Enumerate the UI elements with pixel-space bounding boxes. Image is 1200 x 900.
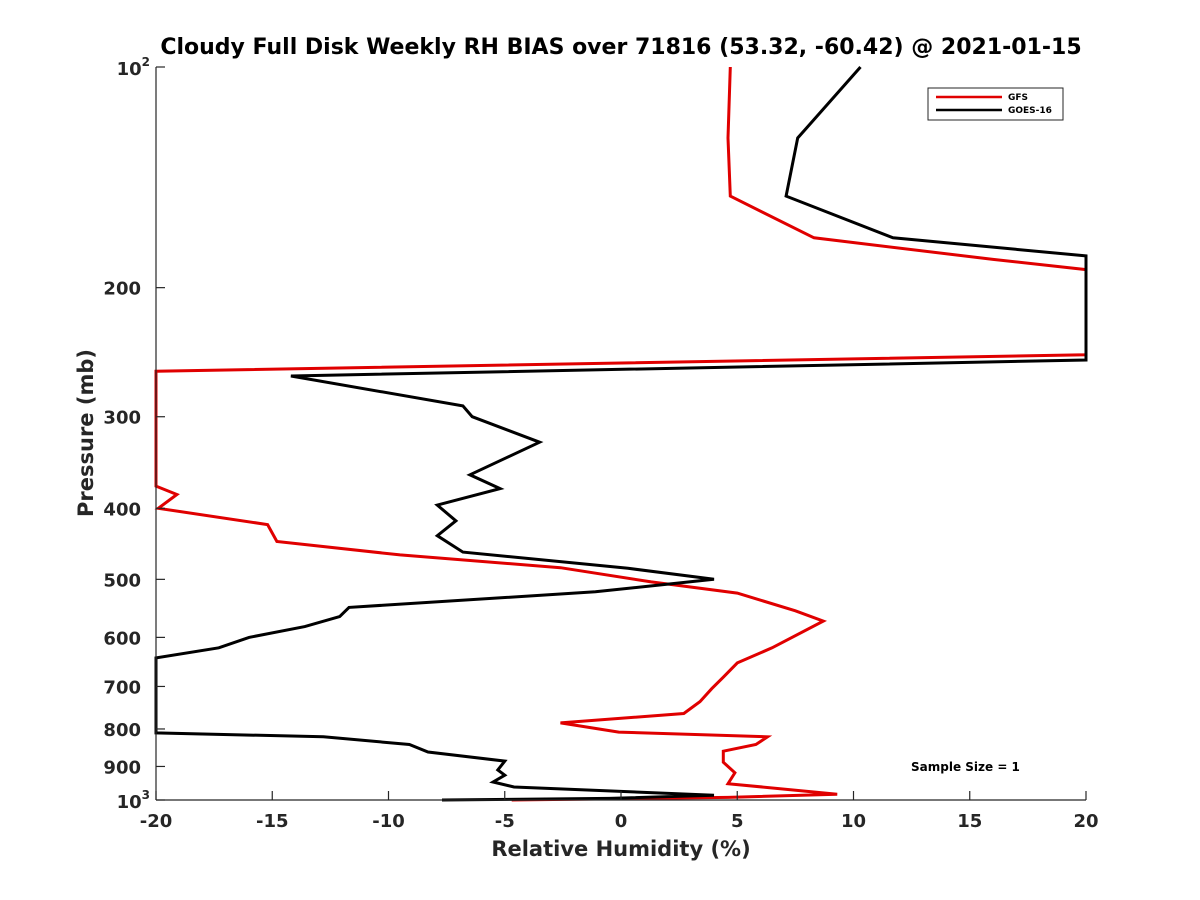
y-tick-label: 200 — [103, 279, 141, 300]
x-tick-label: 0 — [615, 811, 628, 832]
legend-box — [927, 87, 1064, 121]
x-ticks: -20 -15 -10 -5 0 5 10 15 20 — [140, 791, 1099, 832]
y-axis-label: Pressure (mb) — [74, 349, 98, 517]
plot-area — [156, 67, 1086, 800]
x-tick-label: -10 — [372, 811, 405, 832]
y-tick-label: 300 — [103, 408, 141, 429]
sample-size-annotation: Sample Size = 1 — [911, 760, 1020, 774]
y-tick-label: 700 — [103, 677, 141, 698]
x-tick-label: -20 — [140, 811, 173, 832]
x-tick-label: 5 — [731, 811, 744, 832]
legend: GFS GOES-16 — [927, 87, 1064, 121]
y-tick-label: 400 — [103, 499, 141, 520]
y-tick-label: 600 — [103, 628, 141, 649]
x-tick-label: 15 — [957, 811, 982, 832]
x-tick-label: -5 — [495, 811, 515, 832]
x-tick-label: 20 — [1073, 811, 1098, 832]
x-tick-label: 10 — [841, 811, 866, 832]
y-ticks: 102 200 300 400 500 600 700 800 900 103 — [103, 55, 165, 813]
x-axis-label: Relative Humidity (%) — [491, 837, 750, 861]
y-tick-label: 900 — [103, 757, 141, 778]
x-tick-label: -15 — [256, 811, 289, 832]
series-line-goes-16 — [154, 66, 1088, 802]
y-tick-label: 800 — [103, 720, 141, 741]
legend-label-goes16: GOES-16 — [1008, 106, 1052, 116]
y-tick-label: 500 — [103, 570, 141, 591]
y-tick-label: 103 — [117, 788, 150, 813]
legend-label-gfs: GFS — [1008, 93, 1028, 103]
y-tick-label: 102 — [117, 55, 150, 80]
series-layer — [154, 66, 1088, 802]
chart-title: Cloudy Full Disk Weekly RH BIAS over 718… — [160, 35, 1081, 60]
